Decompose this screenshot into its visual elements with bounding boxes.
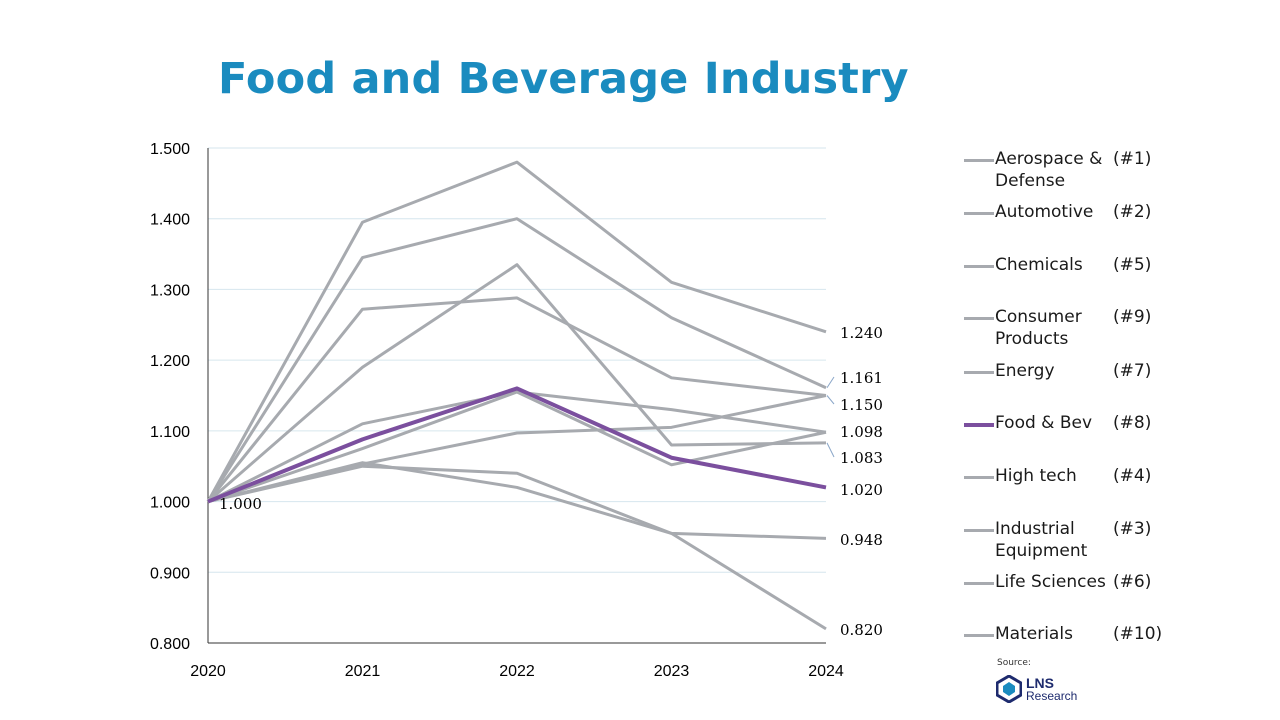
- x-tick-label: 2021: [345, 663, 381, 680]
- legend-swatch: [964, 634, 994, 637]
- y-tick-label: 0.900: [150, 565, 190, 582]
- series-line-industrial-equipment: [206, 296, 827, 503]
- legend-label: Automotive: [995, 202, 1094, 222]
- legend-rank: (#10): [1113, 624, 1163, 644]
- series-line-food-bev: [207, 386, 827, 504]
- legend-label: Life Sciences: [995, 572, 1106, 592]
- gridlines: [208, 147, 826, 573]
- legend-swatch: [964, 159, 994, 162]
- data-label: 1.020: [840, 481, 883, 499]
- y-tick-label: 1.100: [150, 424, 190, 441]
- leader-line: [826, 395, 835, 405]
- lns-logo-icon: [996, 675, 1022, 703]
- logo-text-sub: Research: [1026, 689, 1078, 703]
- series-line-energy: [207, 263, 827, 503]
- data-annotations: 1.000 1.240 1.161 1.150 1.098 1.083 1.020 0.948…: [219, 324, 883, 639]
- legend-rank: (#4): [1113, 466, 1152, 486]
- legend-label: Chemicals: [995, 255, 1083, 275]
- legend-swatch: [964, 212, 994, 215]
- data-label: 0.948: [840, 531, 883, 549]
- source-label: Source:: [997, 658, 1031, 668]
- legend-swatch: [964, 582, 994, 585]
- legend-rank: (#3): [1113, 519, 1152, 539]
- annotation-leaders: [826, 376, 835, 458]
- y-tick-label: 1.200: [150, 353, 190, 370]
- data-label: 1.083: [840, 449, 883, 467]
- lns-research-logo: LNS Research: [996, 673, 1106, 705]
- legend-label: Energy: [995, 361, 1055, 381]
- data-label: 1.098: [840, 423, 883, 441]
- legend-rank: (#8): [1113, 413, 1152, 433]
- y-tick-labels: 0.800 0.900 1.000 1.100 1.200 1.300 1.400 1.500: [150, 141, 190, 653]
- data-label: 0.820: [840, 621, 883, 639]
- x-tick-label: 2024: [808, 663, 844, 680]
- x-tick-label: 2020: [190, 663, 226, 680]
- legend-swatch: [964, 529, 994, 532]
- legend-swatch: [964, 265, 994, 268]
- legend-rank: (#9): [1113, 307, 1152, 327]
- leader-line: [826, 376, 835, 388]
- legend-rank: (#1): [1113, 149, 1152, 169]
- y-tick-label: 1.300: [150, 282, 190, 299]
- legend-swatch: [964, 317, 994, 320]
- legend-rank: (#2): [1113, 202, 1152, 222]
- legend-label: Materials: [995, 624, 1073, 644]
- legend-label: Industrial Equipment: [995, 519, 1088, 561]
- leader-line: [826, 442, 835, 458]
- legend-swatch: [964, 423, 994, 427]
- y-tick-label: 0.800: [150, 636, 190, 653]
- series-line-aerospace-defense: [206, 160, 827, 503]
- legend-rank: (#5): [1113, 255, 1152, 275]
- data-label: 1.000: [219, 495, 262, 513]
- chart-title: Food and Beverage Industry: [218, 54, 909, 104]
- legend-label: Aerospace & Defense: [995, 149, 1103, 191]
- series-line-chemicals: [207, 390, 827, 503]
- series-line-automotive: [206, 217, 827, 503]
- x-tick-labels: 2020 2021 2022 2023 2024: [190, 663, 844, 680]
- legend-rank: (#7): [1113, 361, 1152, 381]
- y-tick-label: 1.000: [150, 495, 190, 512]
- y-tick-label: 1.500: [150, 141, 190, 158]
- data-label: 1.240: [840, 324, 883, 342]
- legend-swatch: [964, 476, 994, 479]
- series-line-life-sciences: [207, 390, 827, 503]
- series-line-materials: [207, 461, 827, 631]
- x-tick-label: 2022: [499, 663, 535, 680]
- data-label: 1.161: [840, 369, 883, 387]
- legend-swatch: [964, 371, 994, 374]
- legend-label: Food & Bev: [995, 413, 1093, 433]
- legend-rank: (#6): [1113, 572, 1152, 592]
- x-tick-label: 2023: [654, 663, 690, 680]
- series-line-high-tech: [207, 394, 827, 504]
- data-label: 1.150: [840, 396, 883, 414]
- legend-label: Consumer Products: [995, 307, 1082, 349]
- y-tick-label: 1.400: [150, 212, 190, 229]
- series-lines: [206, 160, 827, 631]
- logo-text-main: LNS: [1026, 675, 1054, 691]
- axes: [207, 148, 826, 644]
- legend-label: High tech: [995, 466, 1077, 486]
